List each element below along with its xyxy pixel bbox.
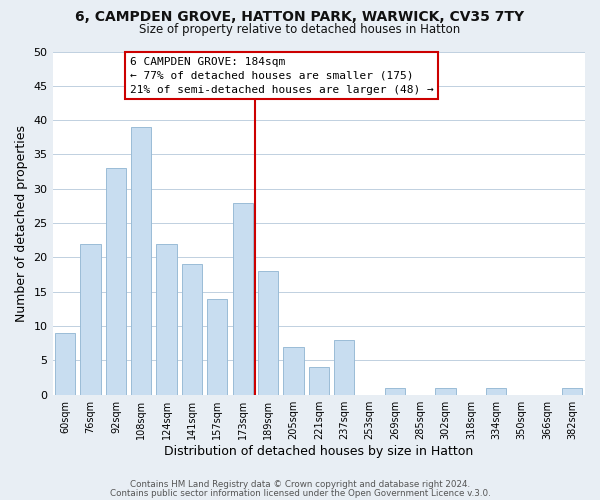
Bar bbox=[106, 168, 126, 394]
Text: Contains HM Land Registry data © Crown copyright and database right 2024.: Contains HM Land Registry data © Crown c… bbox=[130, 480, 470, 489]
Text: 6, CAMPDEN GROVE, HATTON PARK, WARWICK, CV35 7TY: 6, CAMPDEN GROVE, HATTON PARK, WARWICK, … bbox=[76, 10, 524, 24]
Bar bbox=[80, 244, 101, 394]
Bar bbox=[334, 340, 354, 394]
Bar bbox=[562, 388, 583, 394]
Bar bbox=[436, 388, 455, 394]
Bar bbox=[486, 388, 506, 394]
Bar bbox=[182, 264, 202, 394]
Bar bbox=[308, 368, 329, 394]
X-axis label: Distribution of detached houses by size in Hatton: Distribution of detached houses by size … bbox=[164, 444, 473, 458]
Bar bbox=[157, 244, 177, 394]
Bar bbox=[55, 333, 76, 394]
Y-axis label: Number of detached properties: Number of detached properties bbox=[15, 124, 28, 322]
Bar bbox=[283, 346, 304, 395]
Bar bbox=[131, 127, 151, 394]
Text: Contains public sector information licensed under the Open Government Licence v.: Contains public sector information licen… bbox=[110, 488, 490, 498]
Text: Size of property relative to detached houses in Hatton: Size of property relative to detached ho… bbox=[139, 22, 461, 36]
Text: 6 CAMPDEN GROVE: 184sqm
← 77% of detached houses are smaller (175)
21% of semi-d: 6 CAMPDEN GROVE: 184sqm ← 77% of detache… bbox=[130, 56, 433, 94]
Bar bbox=[207, 298, 227, 394]
Bar bbox=[233, 202, 253, 394]
Bar bbox=[385, 388, 405, 394]
Bar bbox=[258, 271, 278, 394]
